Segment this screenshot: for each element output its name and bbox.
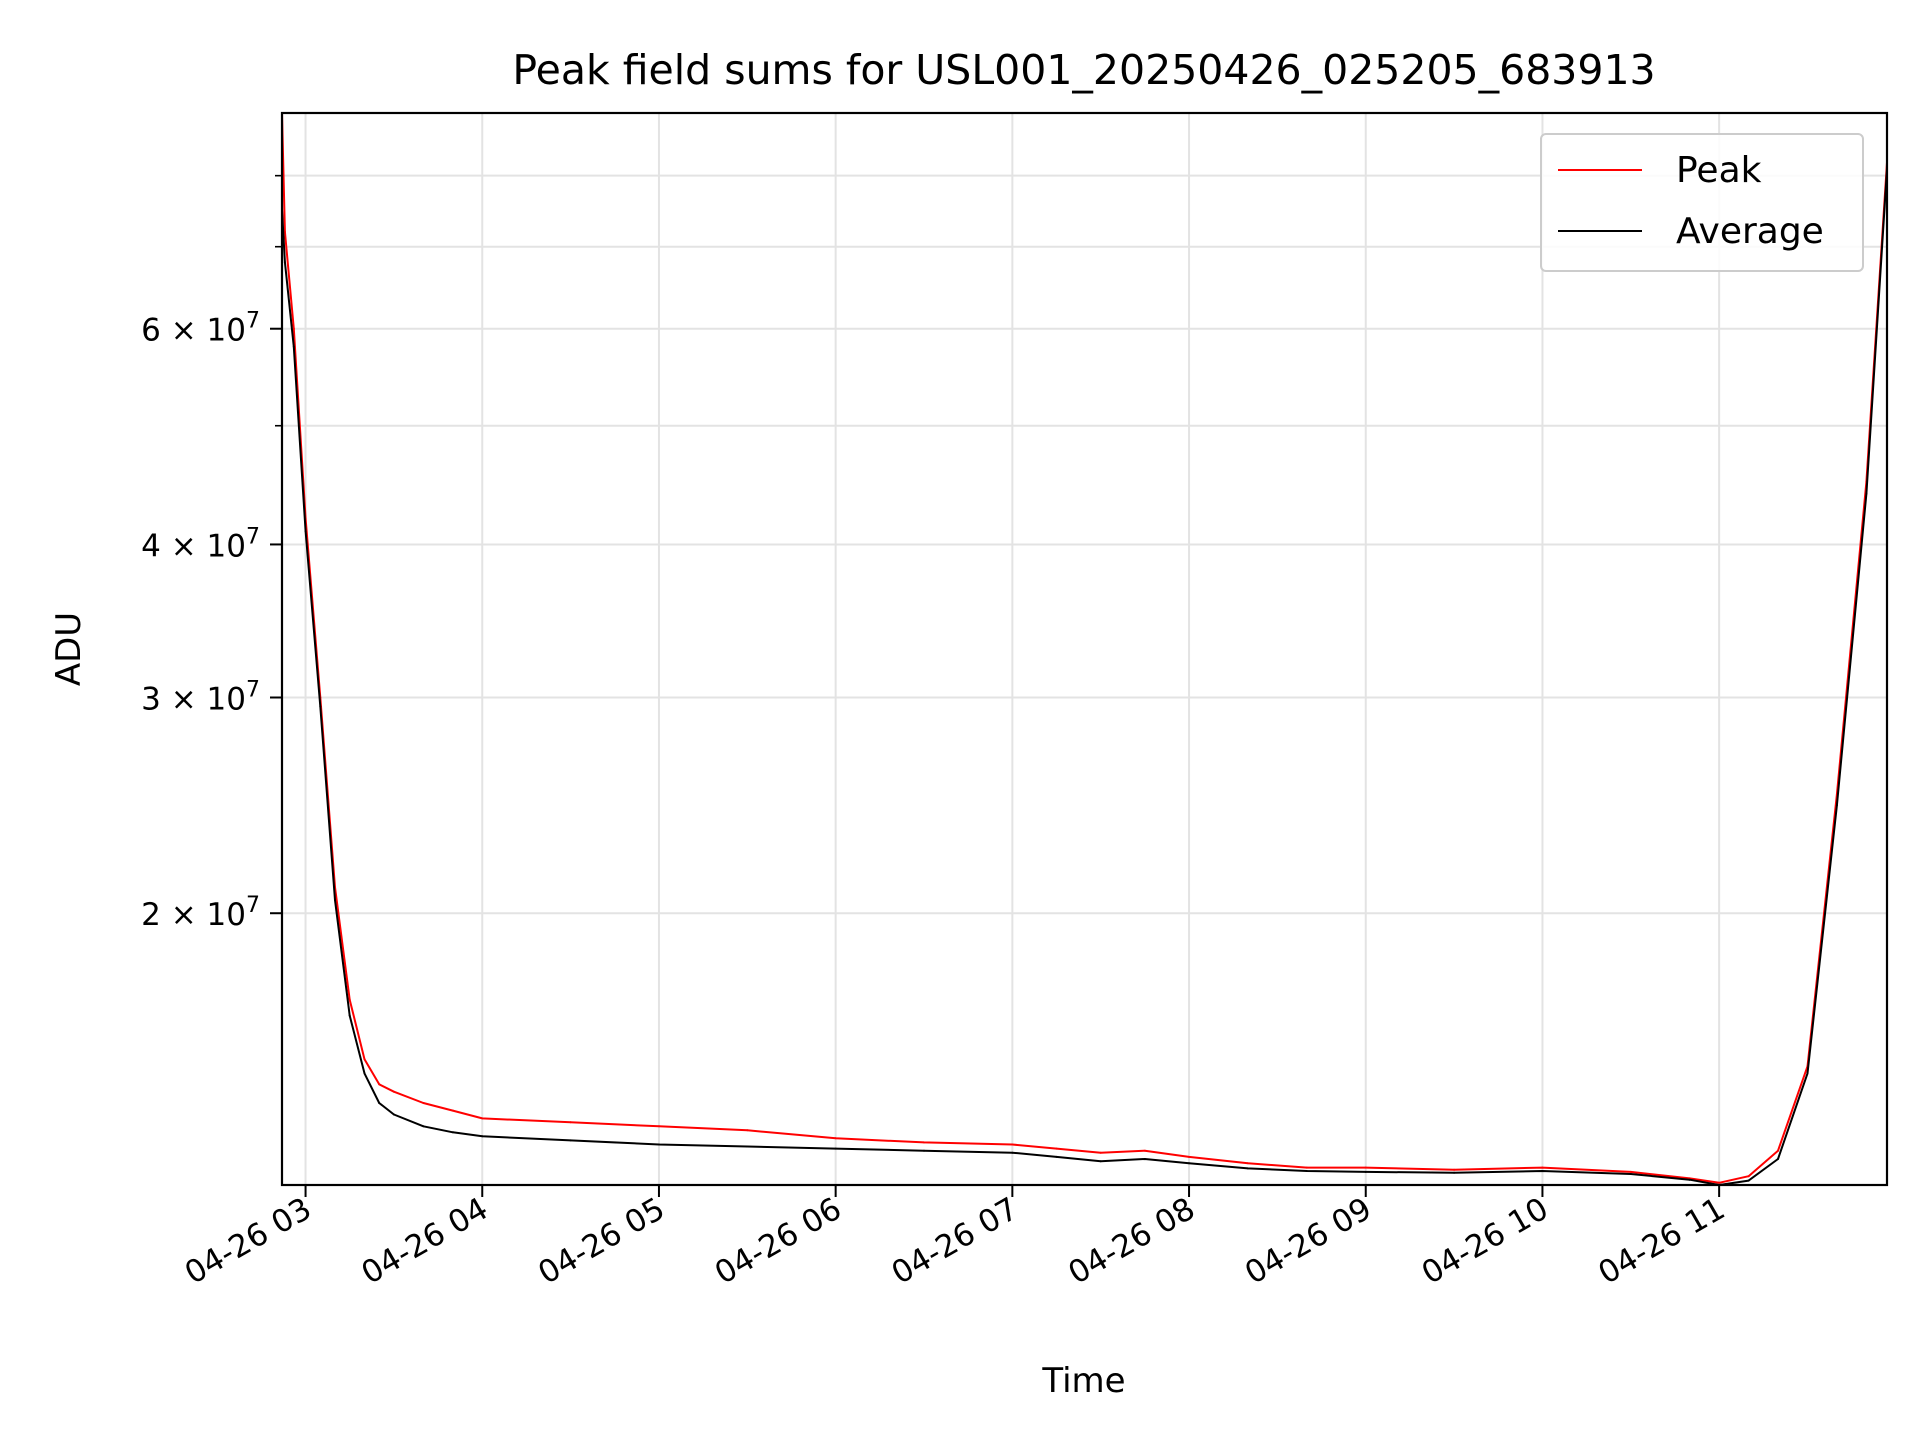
series-average-point — [746, 1145, 749, 1148]
series-average-point — [1099, 1160, 1102, 1163]
series-peak-point — [392, 1090, 395, 1093]
y-tick-label: 4 × 107 — [141, 524, 260, 564]
series-average-point — [1835, 804, 1838, 807]
series-peak-point — [481, 1117, 484, 1120]
legend: Peak Average — [1540, 133, 1864, 272]
y-tick-label: 3 × 107 — [141, 678, 260, 718]
legend-average-label: Average — [1676, 211, 1824, 252]
series-average-point — [1629, 1173, 1632, 1175]
series-average-point — [1364, 1170, 1367, 1173]
series-peak-point — [658, 1125, 660, 1128]
series-peak-point — [283, 230, 286, 233]
y-tick-label: 2 × 107 — [141, 893, 260, 933]
series-peak-point — [1777, 1149, 1779, 1152]
plot-frame — [280, 111, 1889, 1187]
series-peak-point — [1747, 1175, 1750, 1178]
series-average-point — [1188, 1162, 1190, 1165]
series-average-point — [1806, 1072, 1809, 1075]
series-average-point — [378, 1102, 381, 1104]
series-average-point — [834, 1147, 837, 1150]
series-average-point — [1011, 1151, 1014, 1154]
series-peak-point — [1541, 1166, 1544, 1169]
series-peak-point — [451, 1109, 454, 1112]
series-average-point — [1747, 1179, 1750, 1182]
series-average-point — [1143, 1158, 1146, 1160]
series-peak-point — [363, 1058, 366, 1061]
series-average-point — [1453, 1171, 1456, 1174]
y-tick-label: 6 × 107 — [141, 309, 260, 349]
series-peak-point — [834, 1137, 837, 1140]
series-average-point — [1305, 1170, 1308, 1172]
series-average-point — [1246, 1167, 1249, 1170]
chart-title: Peak field sums for USL001_20250426_0252… — [512, 46, 1655, 94]
series-average-point — [348, 1014, 351, 1017]
series-peak-point — [422, 1102, 425, 1104]
series-peak-point — [1055, 1147, 1058, 1150]
x-axis-label: Time — [1041, 1361, 1125, 1401]
series-average-point — [334, 899, 336, 902]
series-peak-point — [1099, 1151, 1102, 1154]
series-average-point — [422, 1125, 425, 1128]
series-average-point — [481, 1135, 484, 1138]
series-average-point — [304, 530, 307, 533]
series-peak-point — [1305, 1166, 1308, 1169]
series-peak-point — [1453, 1168, 1456, 1171]
series-average-point — [658, 1143, 660, 1146]
series-peak-point — [746, 1129, 749, 1132]
series-peak-point — [1364, 1166, 1367, 1169]
y-axis-label: ADU — [49, 612, 89, 686]
series-average-point — [319, 705, 322, 708]
series-average-point — [1541, 1170, 1544, 1172]
series-average-point — [283, 261, 286, 264]
series-peak-point — [378, 1083, 381, 1086]
series-peak-point — [1143, 1149, 1146, 1152]
series-average-point — [923, 1149, 925, 1152]
series-peak-point — [1246, 1162, 1249, 1165]
series-average-point — [292, 345, 295, 348]
series-peak-point — [569, 1121, 572, 1124]
series-average-point — [363, 1072, 366, 1075]
series-peak-point — [1629, 1170, 1632, 1173]
series-peak-point — [348, 998, 351, 1001]
series-average-point — [569, 1139, 572, 1142]
legend-box — [1540, 133, 1864, 272]
series-peak-point — [1011, 1143, 1014, 1146]
series-peak — [281, 112, 1888, 1184]
series-average-point — [392, 1113, 395, 1116]
series-peak-point — [923, 1141, 925, 1144]
series-average-point — [1777, 1158, 1779, 1160]
grid — [282, 113, 1887, 1185]
series-average-point — [1865, 492, 1868, 495]
series-peak-point — [1718, 1181, 1721, 1184]
series-average-point — [1688, 1178, 1691, 1181]
y-axis: 2 × 107 3 × 107 4 × 107 6 × 107 — [141, 174, 282, 933]
series-average-point — [1055, 1155, 1058, 1158]
series-peak-point — [1188, 1155, 1190, 1158]
legend-peak-label: Peak — [1676, 150, 1762, 191]
series-average-point — [451, 1131, 454, 1134]
series-peak-point — [292, 327, 295, 330]
